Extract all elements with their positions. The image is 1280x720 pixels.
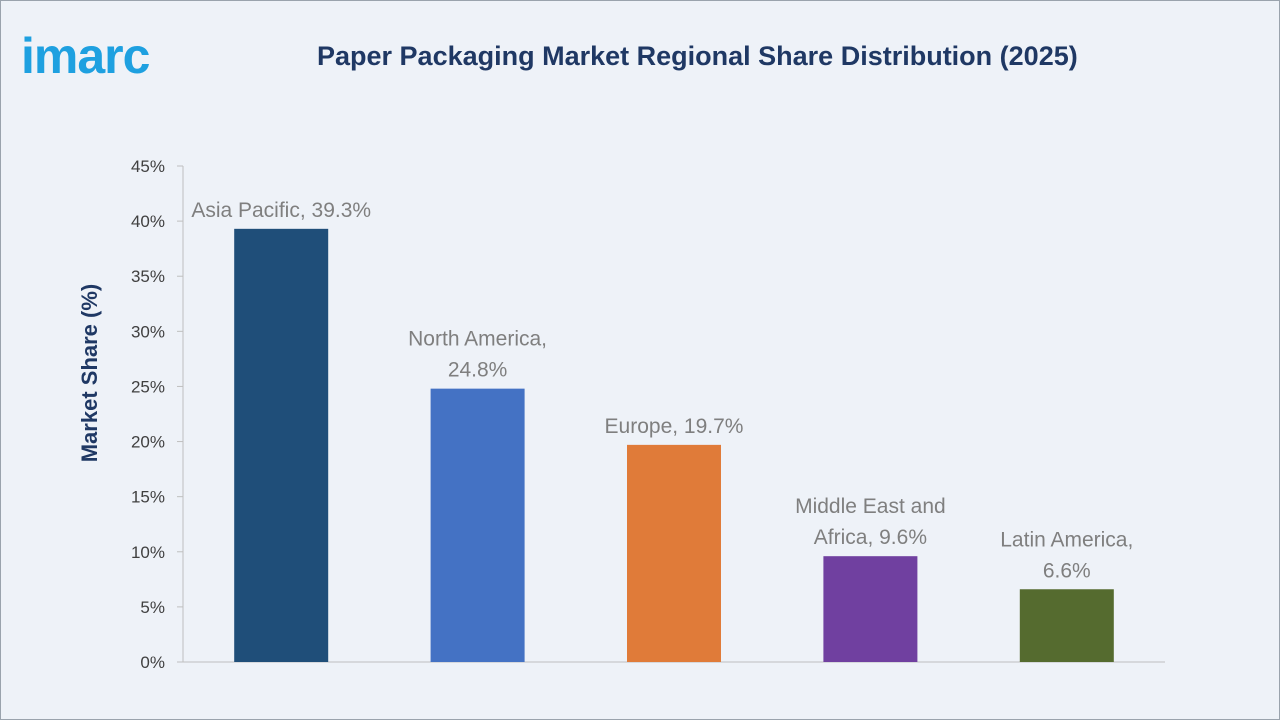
imarc-logo: imarc <box>21 29 151 81</box>
y-tick-label: 25% <box>131 377 165 396</box>
imarc-logo-text: imarc <box>21 29 150 81</box>
y-tick-label: 40% <box>131 212 165 231</box>
y-tick-label: 15% <box>131 488 165 507</box>
data-label-line: 24.8% <box>448 359 508 382</box>
data-label: Europe, 19.7% <box>605 415 744 438</box>
chart-title: Paper Packaging Market Regional Share Di… <box>317 41 1078 71</box>
data-label-line: Middle East and <box>795 495 946 518</box>
data-label-line: Asia Pacific, 39.3% <box>191 199 371 222</box>
bar-europe <box>627 444 721 662</box>
bar-asia-pacific <box>234 228 329 662</box>
bar-middle-east-and-africa <box>823 556 918 662</box>
y-tick-label: 0% <box>140 653 165 672</box>
bars <box>234 228 1114 662</box>
bar-latin-america <box>1019 589 1114 662</box>
data-label: Middle East and Africa, 9.6% <box>795 495 946 549</box>
y-tick-label: 30% <box>131 322 165 341</box>
y-tick-label: 35% <box>131 267 165 286</box>
y-tick-label: 20% <box>131 433 165 452</box>
data-label: North America, 24.8% <box>408 328 547 382</box>
y-tick-label: 10% <box>131 543 165 562</box>
data-label-line: 6.6% <box>1043 559 1091 582</box>
data-label: Latin America, 6.6% <box>1000 528 1133 582</box>
y-ticks: 0% 5% 10% 15% 20% 25% 30% 35% 40% 45% <box>131 157 183 672</box>
y-tick-label: 5% <box>140 598 165 617</box>
y-tick-label: 45% <box>131 157 165 176</box>
data-label-line: Latin America, <box>1000 528 1133 551</box>
y-axis-title: Market Share (%) <box>77 284 102 463</box>
data-label: Asia Pacific, 39.3% <box>191 199 371 222</box>
data-label-line: Africa, 9.6% <box>814 526 927 549</box>
data-label-line: Europe, 19.7% <box>605 415 744 438</box>
data-labels: Asia Pacific, 39.3% North America, 24.8% Eu… <box>191 199 1133 582</box>
data-label-line: North America, <box>408 328 547 351</box>
bar-north-america <box>430 388 525 662</box>
